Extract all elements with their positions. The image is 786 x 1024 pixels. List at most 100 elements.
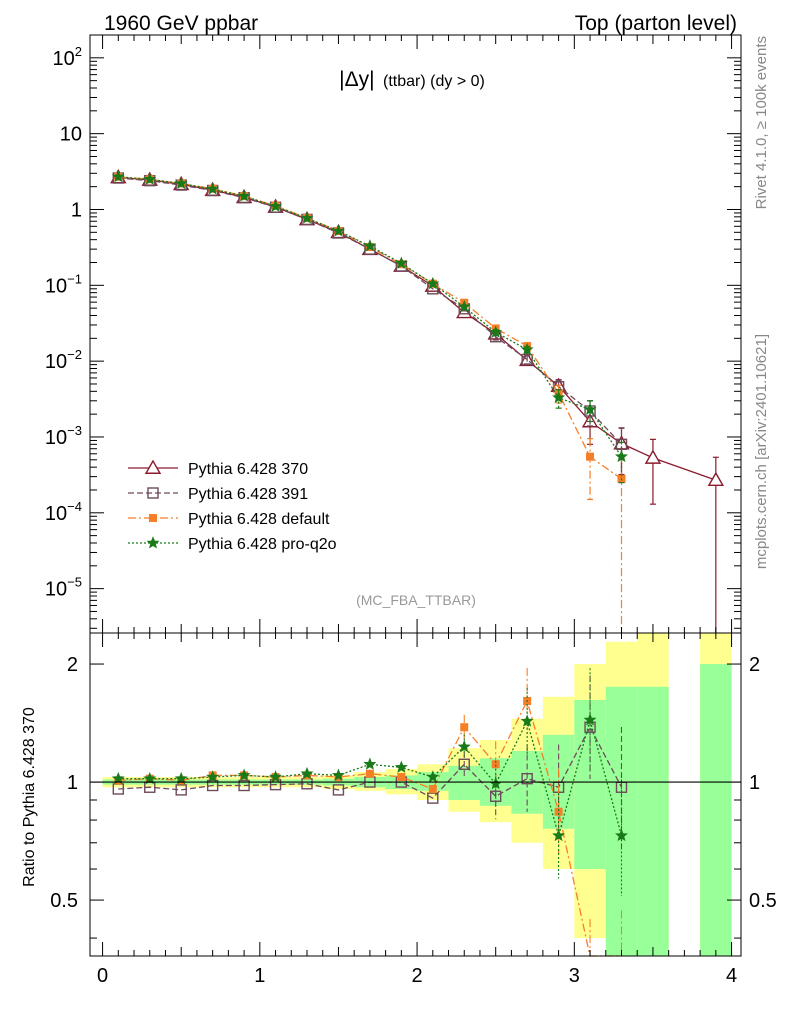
data-point — [552, 390, 566, 404]
rivet-label: Rivet 4.1.0, ≥ 100k events — [753, 36, 770, 209]
data-point — [331, 224, 345, 237]
data-point — [426, 276, 440, 290]
data-point — [206, 182, 220, 195]
ratio-point — [615, 828, 628, 842]
legend-label: Pythia 6.428 391 — [188, 486, 308, 503]
series-line — [118, 177, 622, 445]
data-point — [489, 325, 503, 338]
data-point — [237, 189, 251, 202]
data-point — [394, 256, 408, 269]
ratio-point — [363, 757, 377, 770]
data-point — [586, 452, 595, 461]
legend-marker — [147, 487, 159, 499]
data-point — [143, 172, 157, 185]
ratio-point — [426, 770, 440, 783]
ratio-point — [458, 758, 470, 770]
band-green — [574, 699, 606, 870]
data-point — [644, 449, 662, 464]
x-tick-label: 3 — [569, 965, 580, 987]
legend-label: Pythia 6.428 370 — [188, 461, 308, 478]
ratio-point — [583, 713, 597, 726]
legend-marker — [144, 459, 162, 474]
data-point — [174, 176, 188, 190]
data-point — [615, 438, 628, 451]
plot-title: |Δy| (ttbar) (dy > 0) — [339, 68, 485, 91]
series-pythia-6-428-370 — [110, 168, 725, 633]
ratio-point — [520, 714, 534, 727]
ratio-series-pythia-6-428-pro-q2o — [111, 668, 628, 896]
ratio-point — [460, 723, 469, 732]
ratio-point — [174, 771, 188, 785]
band-green — [700, 664, 732, 956]
ratio-point — [300, 766, 314, 780]
ratio-ylabel: Ratio to Pythia 6.428 370 — [21, 707, 38, 887]
legend-entry: Pythia 6.428 pro-q2o — [128, 536, 337, 553]
ratio-point — [394, 760, 408, 773]
y-tick-label: 1 — [71, 199, 82, 221]
data-point — [615, 449, 628, 463]
ratio-point — [554, 807, 563, 816]
ratio-y-tick-label-right: 0.5 — [749, 890, 777, 912]
legend-marker — [149, 514, 157, 522]
ratio-point — [238, 779, 250, 792]
ratio-frame — [89, 632, 742, 957]
y-tick-label: 10−1 — [45, 271, 82, 297]
ratio-axes: 0.5 0.5 1 1 2 2 0 1 2 3 4 — [50, 633, 777, 987]
y-tick-label: 10 — [60, 124, 82, 146]
data-point — [583, 402, 597, 416]
series-line — [118, 176, 622, 480]
series-pythia-6-428-pro-q2o — [111, 169, 628, 484]
x-tick-label: 2 — [412, 965, 423, 987]
mcplots-label: mcplots.cern.ch [arXiv:2401.10621] — [753, 334, 770, 569]
data-point — [269, 199, 283, 212]
ratio-point — [331, 768, 345, 781]
header-right: Top (parton level) — [575, 12, 737, 35]
ratio-point — [111, 771, 125, 785]
x-tick-label: 0 — [97, 965, 108, 987]
ratio-point — [206, 779, 219, 792]
data-point — [521, 353, 533, 366]
ratio-y-tick-label-right: 2 — [749, 654, 760, 676]
ratio-point — [332, 784, 345, 796]
plot-title-sub: (ttbar) (dy > 0) — [383, 73, 485, 90]
ratio-point — [365, 769, 374, 778]
main-series-layer — [110, 168, 725, 633]
legend: Pythia 6.428 370 Pythia 6.428 391 Pythia 6… — [128, 459, 337, 553]
plot-title-main: |Δy| — [339, 68, 374, 91]
y-tick-label: 102 — [53, 44, 82, 70]
ratio-y-tick-label-right: 1 — [749, 772, 760, 794]
y-tick-label: 10−4 — [45, 499, 82, 525]
y-tick-label: 10−5 — [45, 575, 82, 601]
ratio-point — [175, 784, 187, 796]
legend-label: Pythia 6.428 pro-q2o — [188, 536, 337, 553]
ratio-y-tick-label: 2 — [67, 654, 78, 676]
y-tick-label: 10−2 — [45, 347, 82, 373]
header-left: 1960 GeV ppbar — [104, 12, 258, 35]
ratio-point — [428, 785, 437, 794]
ratio-point — [269, 770, 283, 783]
x-tick-label: 1 — [254, 965, 265, 987]
band-green — [637, 686, 669, 956]
ratio-bands — [102, 633, 732, 956]
series-line — [118, 176, 717, 481]
data-point — [520, 342, 534, 356]
data-point — [363, 239, 377, 252]
ratio-point — [427, 792, 439, 804]
legend-entry: Pythia 6.428 391 — [128, 486, 308, 503]
ratio-point — [521, 772, 533, 785]
ratio-y-tick-label: 0.5 — [50, 890, 78, 912]
legend-entry: Pythia 6.428 370 — [128, 459, 308, 478]
legend-marker — [146, 536, 160, 549]
ratio-point — [206, 770, 220, 783]
data-point — [457, 300, 471, 313]
watermark: (MC_FBA_TTBAR) — [356, 592, 476, 608]
ratio-point — [491, 760, 500, 769]
legend-label: Pythia 6.428 default — [188, 511, 330, 528]
ratio-point — [457, 739, 471, 753]
data-point — [300, 211, 314, 224]
legend-entry: Pythia 6.428 default — [128, 511, 330, 528]
ratio-point — [143, 771, 157, 785]
data-point — [111, 169, 125, 183]
ratio-series-layer — [111, 667, 628, 957]
